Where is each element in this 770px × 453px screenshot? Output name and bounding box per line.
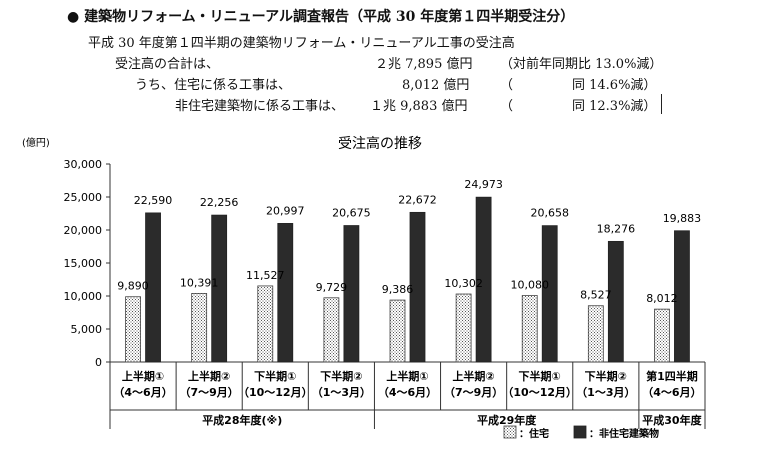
category-sublabel: （7～9月） [444,386,503,399]
category-label: 上半期② [452,369,494,383]
bar-housing [323,297,340,363]
y-axis: 0 5,000 10,000 15,000 20,000 25,000 30,000 [64,158,111,369]
category-sublabel: （10～12月） [502,386,577,399]
data-label-nonresidential: 24,973 [464,178,503,191]
bar-housing [257,285,274,363]
data-label-nonresidential: 19,883 [663,212,702,225]
row-paren: （ [500,99,514,114]
data-label-housing: 9,386 [382,283,414,296]
bar-housing [587,305,604,363]
bar-nonresidential [541,225,558,363]
bar-nonresidential [277,223,294,363]
group-label: 平成28年度(※) [202,413,282,427]
summary-row-nonresidential: 非住宅建築物に係る工事は、 １兆 9,883 億円 （ 同 12.3%減） [0,95,770,115]
data-label-housing: 10,391 [180,276,219,289]
chart-title: 受注高の推移 [338,135,422,152]
data-label-nonresidential: 20,658 [530,207,569,220]
bar-nonresidential [475,196,492,363]
row-change: 同 14.6%減） [572,78,657,93]
data-label-nonresidential: 22,672 [398,193,437,206]
bullet-icon: ● [67,9,80,25]
category-sublabel: （4～6月） [642,386,701,399]
data-label-housing: 8,012 [646,292,678,305]
category-sublabel: （1～3月） [576,386,635,399]
bar-nonresidential [607,240,624,363]
y-tick-label: 20,000 [64,224,103,237]
legend: ：住宅 ：非住宅建築物 [503,425,659,440]
y-tick-label: 30,000 [64,158,103,171]
category-sublabel: （4～6月） [113,386,172,399]
bar-housing [125,296,141,363]
row-change: （対前年同期比 13.0%減） [500,57,663,72]
report-title: ● 建築物リフォーム・リニューアル調査報告（平成 30 年度第１四半期受注分） [67,6,574,26]
data-label-housing: 9,729 [316,281,348,294]
summary-row-housing: うち、住宅に係る工事は、 8,012 億円 （ 同 14.6%減） [0,74,770,94]
legend-swatch-housing [503,425,517,439]
plot-area: 9,890 22,590 10,391 22,256 11,527 20,997 9,729… [110,178,705,363]
y-axis-unit-label: (億円) [22,136,50,149]
y-tick-label: 5,000 [71,323,103,336]
bar-housing [389,299,406,363]
bar-nonresidential [674,230,690,363]
y-tick-label: 15,000 [64,257,103,270]
row-label: 非住宅建築物に係る工事は、 [175,99,345,114]
group-label: 平成29年度 [477,413,537,427]
order-volume-chart: 受注高の推移 (億円) 0 5,000 10,000 15,000 20,000 25,0… [22,135,706,440]
bar-housing [521,295,538,363]
bar-housing [191,293,208,363]
y-tick-label: 10,000 [64,290,103,303]
category-sublabel: （10～12月） [238,386,313,399]
row-label: 受注高の合計は、 [115,57,220,72]
row-amount: １兆 9,883 億円 [370,99,468,114]
row-change: 同 12.3%減） [572,99,657,114]
data-label-nonresidential: 20,675 [332,207,371,220]
category-label: 上半期① [386,369,428,383]
legend-swatch-nonresidential [573,425,587,439]
row-paren: （ [500,78,514,93]
x-axis: 上半期① （4～6月） 上半期② （7～9月） 下半期① （10～12月） 下半期② （1～3… [109,362,706,429]
category-label: 下半期② [320,369,362,383]
divider-line [661,94,662,114]
category-label: 下半期② [585,369,627,383]
category-label: 下半期① [519,369,561,383]
data-label-nonresidential: 22,590 [134,194,173,207]
bar-nonresidential [145,212,161,363]
data-label-housing: 8,527 [580,289,612,302]
row-amount: ２兆 7,895 億円 [375,57,473,72]
bar-housing [455,293,472,363]
report-title-text: 建築物リフォーム・リニューアル調査報告（平成 30 年度第１四半期受注分） [84,9,575,25]
data-label-housing: 10,302 [444,277,483,290]
y-tick-label: 25,000 [64,191,103,204]
data-label-housing: 10,080 [510,278,549,291]
category-label: 上半期② [188,369,230,383]
category-sublabel: （4～6月） [378,386,437,399]
row-label: うち、住宅に係る工事は、 [135,78,292,93]
report-header: ● 建築物リフォーム・リニューアル調査報告（平成 30 年度第１四半期受注分） … [0,0,770,128]
data-label-housing: 9,890 [117,280,149,293]
group-label: 平成30年度 [642,413,702,427]
legend-label-housing: ：住宅 [519,427,549,440]
bar-nonresidential [343,225,360,363]
category-sublabel: （1～3月） [312,386,371,399]
data-label-nonresidential: 20,997 [266,204,305,217]
row-amount: 8,012 億円 [402,78,470,93]
category-label: 下半期① [254,369,296,383]
bar-nonresidential [409,211,426,363]
bar-housing [654,308,670,363]
category-label: 上半期① [122,369,164,383]
y-tick-label: 0 [95,356,102,369]
summary-row-total: 受注高の合計は、 ２兆 7,895 億円 （対前年同期比 13.0%減） [0,53,770,73]
legend-label-nonresidential: ：非住宅建築物 [589,427,659,440]
data-label-housing: 11,527 [246,269,285,282]
report-subtitle: 平成 30 年度第１四半期の建築物リフォーム・リニューアル工事の受注高 [88,36,515,51]
data-label-nonresidential: 22,256 [200,196,239,209]
category-label: 第1四半期 [646,369,698,383]
data-label-nonresidential: 18,276 [597,222,636,235]
category-sublabel: （7～9月） [180,386,239,399]
bar-nonresidential [211,214,228,363]
